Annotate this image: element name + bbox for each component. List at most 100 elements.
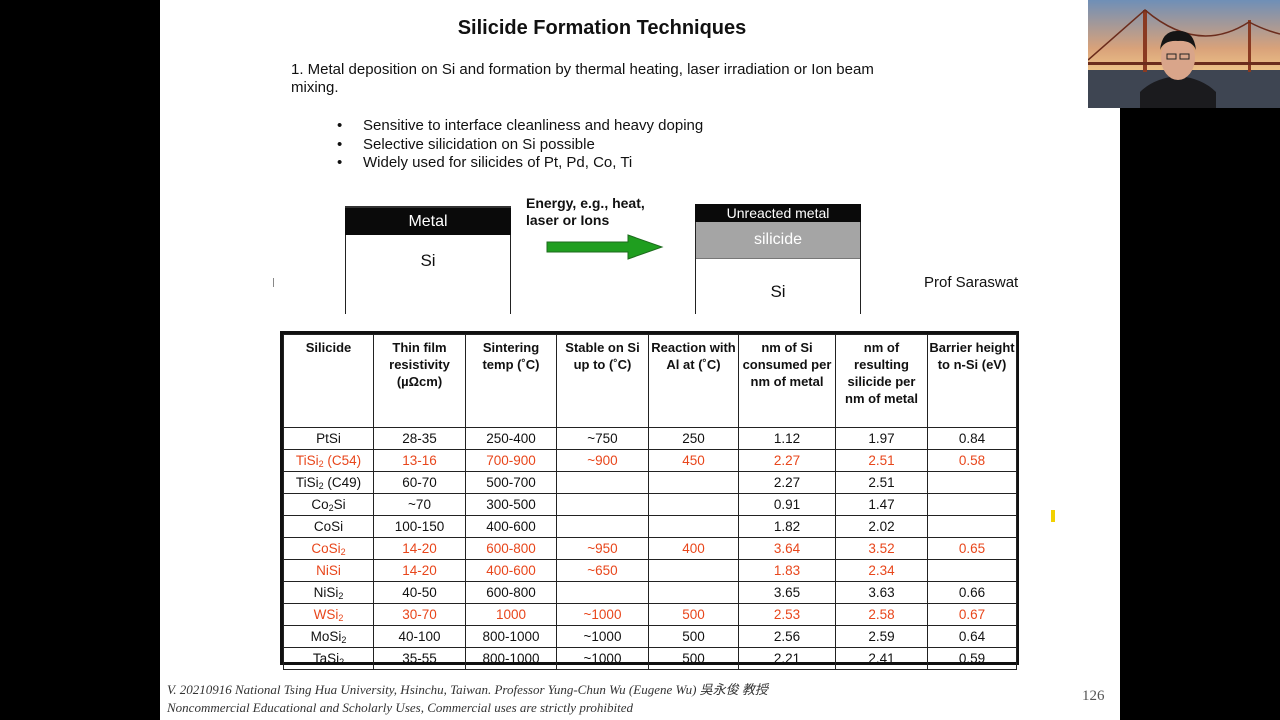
table-cell: ~650	[556, 559, 649, 582]
table-cell	[927, 515, 1017, 538]
bullet-item: Sensitive to interface cleanliness and h…	[336, 117, 703, 136]
table-cell	[648, 581, 739, 604]
table-cell: 40-50	[373, 581, 466, 604]
table-cell: 2.02	[835, 515, 928, 538]
table-cell: 300-500	[465, 493, 557, 516]
silicide-name-cell: WSi2	[283, 603, 374, 626]
silicide-name-cell: PtSi	[283, 427, 374, 450]
after-diagram: Unreacted metal silicide Si	[695, 204, 861, 314]
table-cell	[927, 493, 1017, 516]
table-cell: 3.65	[738, 581, 836, 604]
table-cell	[927, 471, 1017, 494]
table-cell: 14-20	[373, 559, 466, 582]
metal-layer: Metal	[345, 206, 511, 235]
table-cell: 0.67	[927, 603, 1017, 626]
table-cell	[556, 515, 649, 538]
table-cell: 600-800	[465, 537, 557, 560]
table-row: NiSi 14-20 400-600 ~650 1.83 2.34	[283, 559, 1017, 582]
table-cell: 2.27	[738, 449, 836, 472]
table-cell	[648, 471, 739, 494]
energy-label: Energy, e.g., heat, laser or Ions	[526, 195, 645, 228]
silicide-name-cell: NiSi	[283, 559, 374, 582]
table-cell: 1.47	[835, 493, 928, 516]
table-cell: 1.12	[738, 427, 836, 450]
table-cell: 2.41	[835, 647, 928, 670]
table-cell: 400-600	[465, 515, 557, 538]
table-cell: ~950	[556, 537, 649, 560]
table-cell: 3.52	[835, 537, 928, 560]
table-cell: 600-800	[465, 581, 557, 604]
table-cell: ~900	[556, 449, 649, 472]
table-cell: 3.63	[835, 581, 928, 604]
header-cell: Barrier height to n-Si (eV)	[927, 334, 1017, 428]
table-cell: 250-400	[465, 427, 557, 450]
table-cell: ~1000	[556, 625, 649, 648]
slide-title: Silicide Formation Techniques	[457, 17, 747, 39]
table-cell: 500	[648, 647, 739, 670]
table-cell: 60-70	[373, 471, 466, 494]
subscript: 2	[338, 590, 344, 601]
table-row: MoSi2 40-100 800-1000 ~1000 500 2.56 2.59 0.64	[283, 625, 1017, 648]
table-row: WSi2 30-70 1000 ~1000 500 2.53 2.58 0.67	[283, 603, 1017, 626]
table-cell	[648, 559, 739, 582]
table-header-row: Silicide Thin film resistivity (µΩcm) Si…	[283, 334, 1017, 428]
table-cell: 30-70	[373, 603, 466, 626]
table-cell: 0.84	[927, 427, 1017, 450]
table-cell	[556, 471, 649, 494]
table-cell: 2.56	[738, 625, 836, 648]
table-cell: 700-900	[465, 449, 557, 472]
table-cell: 250	[648, 427, 739, 450]
subscript: 2	[341, 634, 347, 645]
si-substrate-label: Si	[770, 282, 786, 301]
si-substrate-label: Si	[420, 251, 436, 270]
technique-point: 1. Metal deposition on Si and formation …	[291, 61, 874, 96]
table-row: TiSi2 (C49) 60-70 500-700 2.27 2.51	[283, 471, 1017, 494]
table-row: CoSi 100-150 400-600 1.82 2.02	[283, 515, 1017, 538]
table-row: PtSi 28-35 250-400 ~750 250 1.12 1.97 0.84	[283, 427, 1017, 450]
table-row: TaSi2 35-55 800-1000 ~1000 500 2.21 2.41 0.59	[283, 647, 1017, 670]
header-cell: nm of resulting silicide per nm of metal	[835, 334, 928, 428]
unreacted-metal-layer: Unreacted metal	[695, 204, 861, 222]
table-cell: 0.65	[927, 537, 1017, 560]
table-cell: 1.82	[738, 515, 836, 538]
table-cell: 0.64	[927, 625, 1017, 648]
table-cell: 500	[648, 625, 739, 648]
table-cell: 3.64	[738, 537, 836, 560]
table-cell: 2.58	[835, 603, 928, 626]
header-cell: nm of Si consumed per nm of metal	[738, 334, 836, 428]
table-row: NiSi2 40-50 600-800 3.65 3.63 0.66	[283, 581, 1017, 604]
webcam-video-feed	[1088, 0, 1280, 108]
header-cell: Silicide	[283, 334, 374, 428]
green-arrow-icon	[546, 234, 664, 260]
table-row: TiSi2 (C54) 13-16 700-900 ~900 450 2.27 2.51 0.…	[283, 449, 1017, 472]
subscript: 2	[318, 480, 324, 491]
table-cell: ~70	[373, 493, 466, 516]
table-cell	[927, 559, 1017, 582]
table-cell: ~1000	[556, 647, 649, 670]
footer-line: V. 20210916 National Tsing Hua Universit…	[167, 682, 768, 697]
table-cell	[648, 493, 739, 516]
subscript: 2	[339, 656, 345, 667]
silicide-name-cell: CoSi	[283, 515, 374, 538]
table-cell	[556, 493, 649, 516]
table-cell: 14-20	[373, 537, 466, 560]
edge-mark	[273, 278, 274, 287]
subscript: 2	[318, 458, 324, 469]
table-cell: 0.59	[927, 647, 1017, 670]
table-cell: 100-150	[373, 515, 466, 538]
table-cell: ~750	[556, 427, 649, 450]
table-cell: 0.66	[927, 581, 1017, 604]
table-cell: 2.34	[835, 559, 928, 582]
table-cell: 2.27	[738, 471, 836, 494]
table-cell: 0.91	[738, 493, 836, 516]
silicide-name-cell: NiSi2	[283, 581, 374, 604]
table-cell: 28-35	[373, 427, 466, 450]
silicide-name-cell: TaSi2	[283, 647, 374, 670]
table-row: Co2Si ~70 300-500 0.91 1.47	[283, 493, 1017, 516]
table-cell: 2.53	[738, 603, 836, 626]
table-cell: 13-16	[373, 449, 466, 472]
bullet-list: Sensitive to interface cleanliness and h…	[336, 117, 703, 173]
table-cell: 2.51	[835, 471, 928, 494]
cursor-marker	[1051, 510, 1055, 522]
table-cell: 500	[648, 603, 739, 626]
